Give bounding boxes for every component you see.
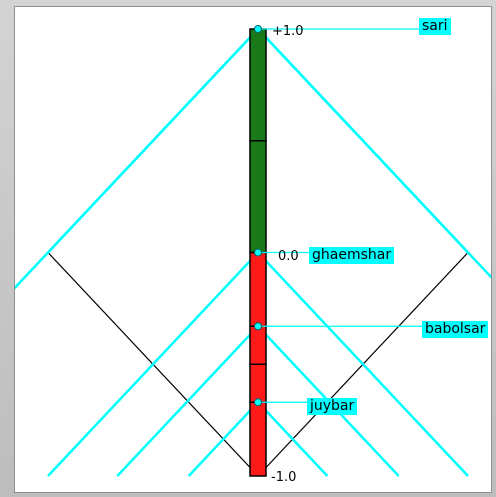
tick-label-bottom: -1.0 [271, 470, 297, 485]
link-left-0 [15, 28, 259, 290]
node-marker-2 [254, 322, 262, 331]
node-marker-3 [254, 398, 262, 407]
bar-segment-3 [249, 325, 267, 366]
bar-segment-1 [249, 140, 267, 254]
node-label-juybar[interactable]: juybar [307, 398, 358, 415]
bar-segment-2 [249, 251, 267, 328]
bar-segment-5 [249, 401, 267, 477]
bar-segment-0 [249, 28, 267, 142]
link-left-2 [116, 325, 259, 477]
diagram-svg [15, 25, 491, 477]
link-left-1 [47, 251, 259, 477]
link-right-3 [257, 401, 329, 477]
node-marker-1 [254, 248, 262, 257]
link-right-1 [257, 251, 469, 477]
node-marker-0 [254, 25, 262, 33]
link-left-3 [187, 401, 259, 477]
bar-segment-4 [249, 363, 267, 403]
tick-label-top: +1.0 [272, 24, 304, 39]
diagram-canvas[interactable]: +1.0 0.0 -1.0 sari ghaemshar babolsar ju… [14, 6, 492, 493]
tick-label-middle: 0.0 [278, 249, 299, 264]
node-label-babolsar[interactable]: babolsar [422, 321, 489, 338]
node-label-sari[interactable]: sari [419, 18, 451, 35]
node-label-ghaemshar[interactable]: ghaemshar [309, 247, 395, 264]
